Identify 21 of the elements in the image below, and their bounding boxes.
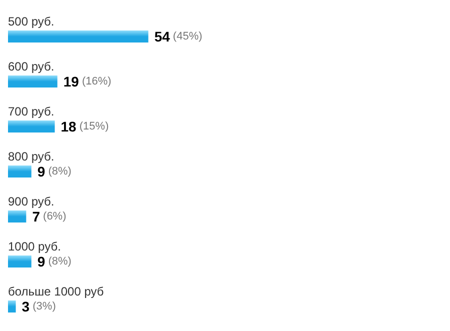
bar	[8, 76, 58, 88]
bar	[8, 210, 26, 222]
y-tick-label: 800 руб.	[8, 150, 54, 164]
y-tick-label: 500 руб.	[8, 14, 54, 28]
y-tick-label: 1000 руб.	[8, 240, 61, 254]
data-label: 54 (45%)	[154, 28, 202, 44]
bar	[8, 300, 16, 312]
y-tick-label: 600 руб.	[8, 60, 54, 74]
data-label: 7 (6%)	[32, 208, 66, 224]
data-label: 9 (8%)	[37, 164, 72, 180]
bar	[8, 30, 148, 42]
y-tick-label: больше 1000 руб	[8, 284, 104, 298]
data-label: 3 (3%)	[22, 298, 56, 314]
data-label: 18 (15%)	[60, 118, 109, 134]
y-tick-label: 700 руб.	[8, 104, 54, 118]
data-label: 19 (16%)	[63, 74, 112, 90]
y-tick-label: 900 руб.	[8, 194, 54, 208]
bar	[8, 120, 55, 132]
bar	[8, 166, 32, 178]
data-label: 9 (8%)	[37, 254, 72, 270]
bar	[8, 256, 32, 268]
